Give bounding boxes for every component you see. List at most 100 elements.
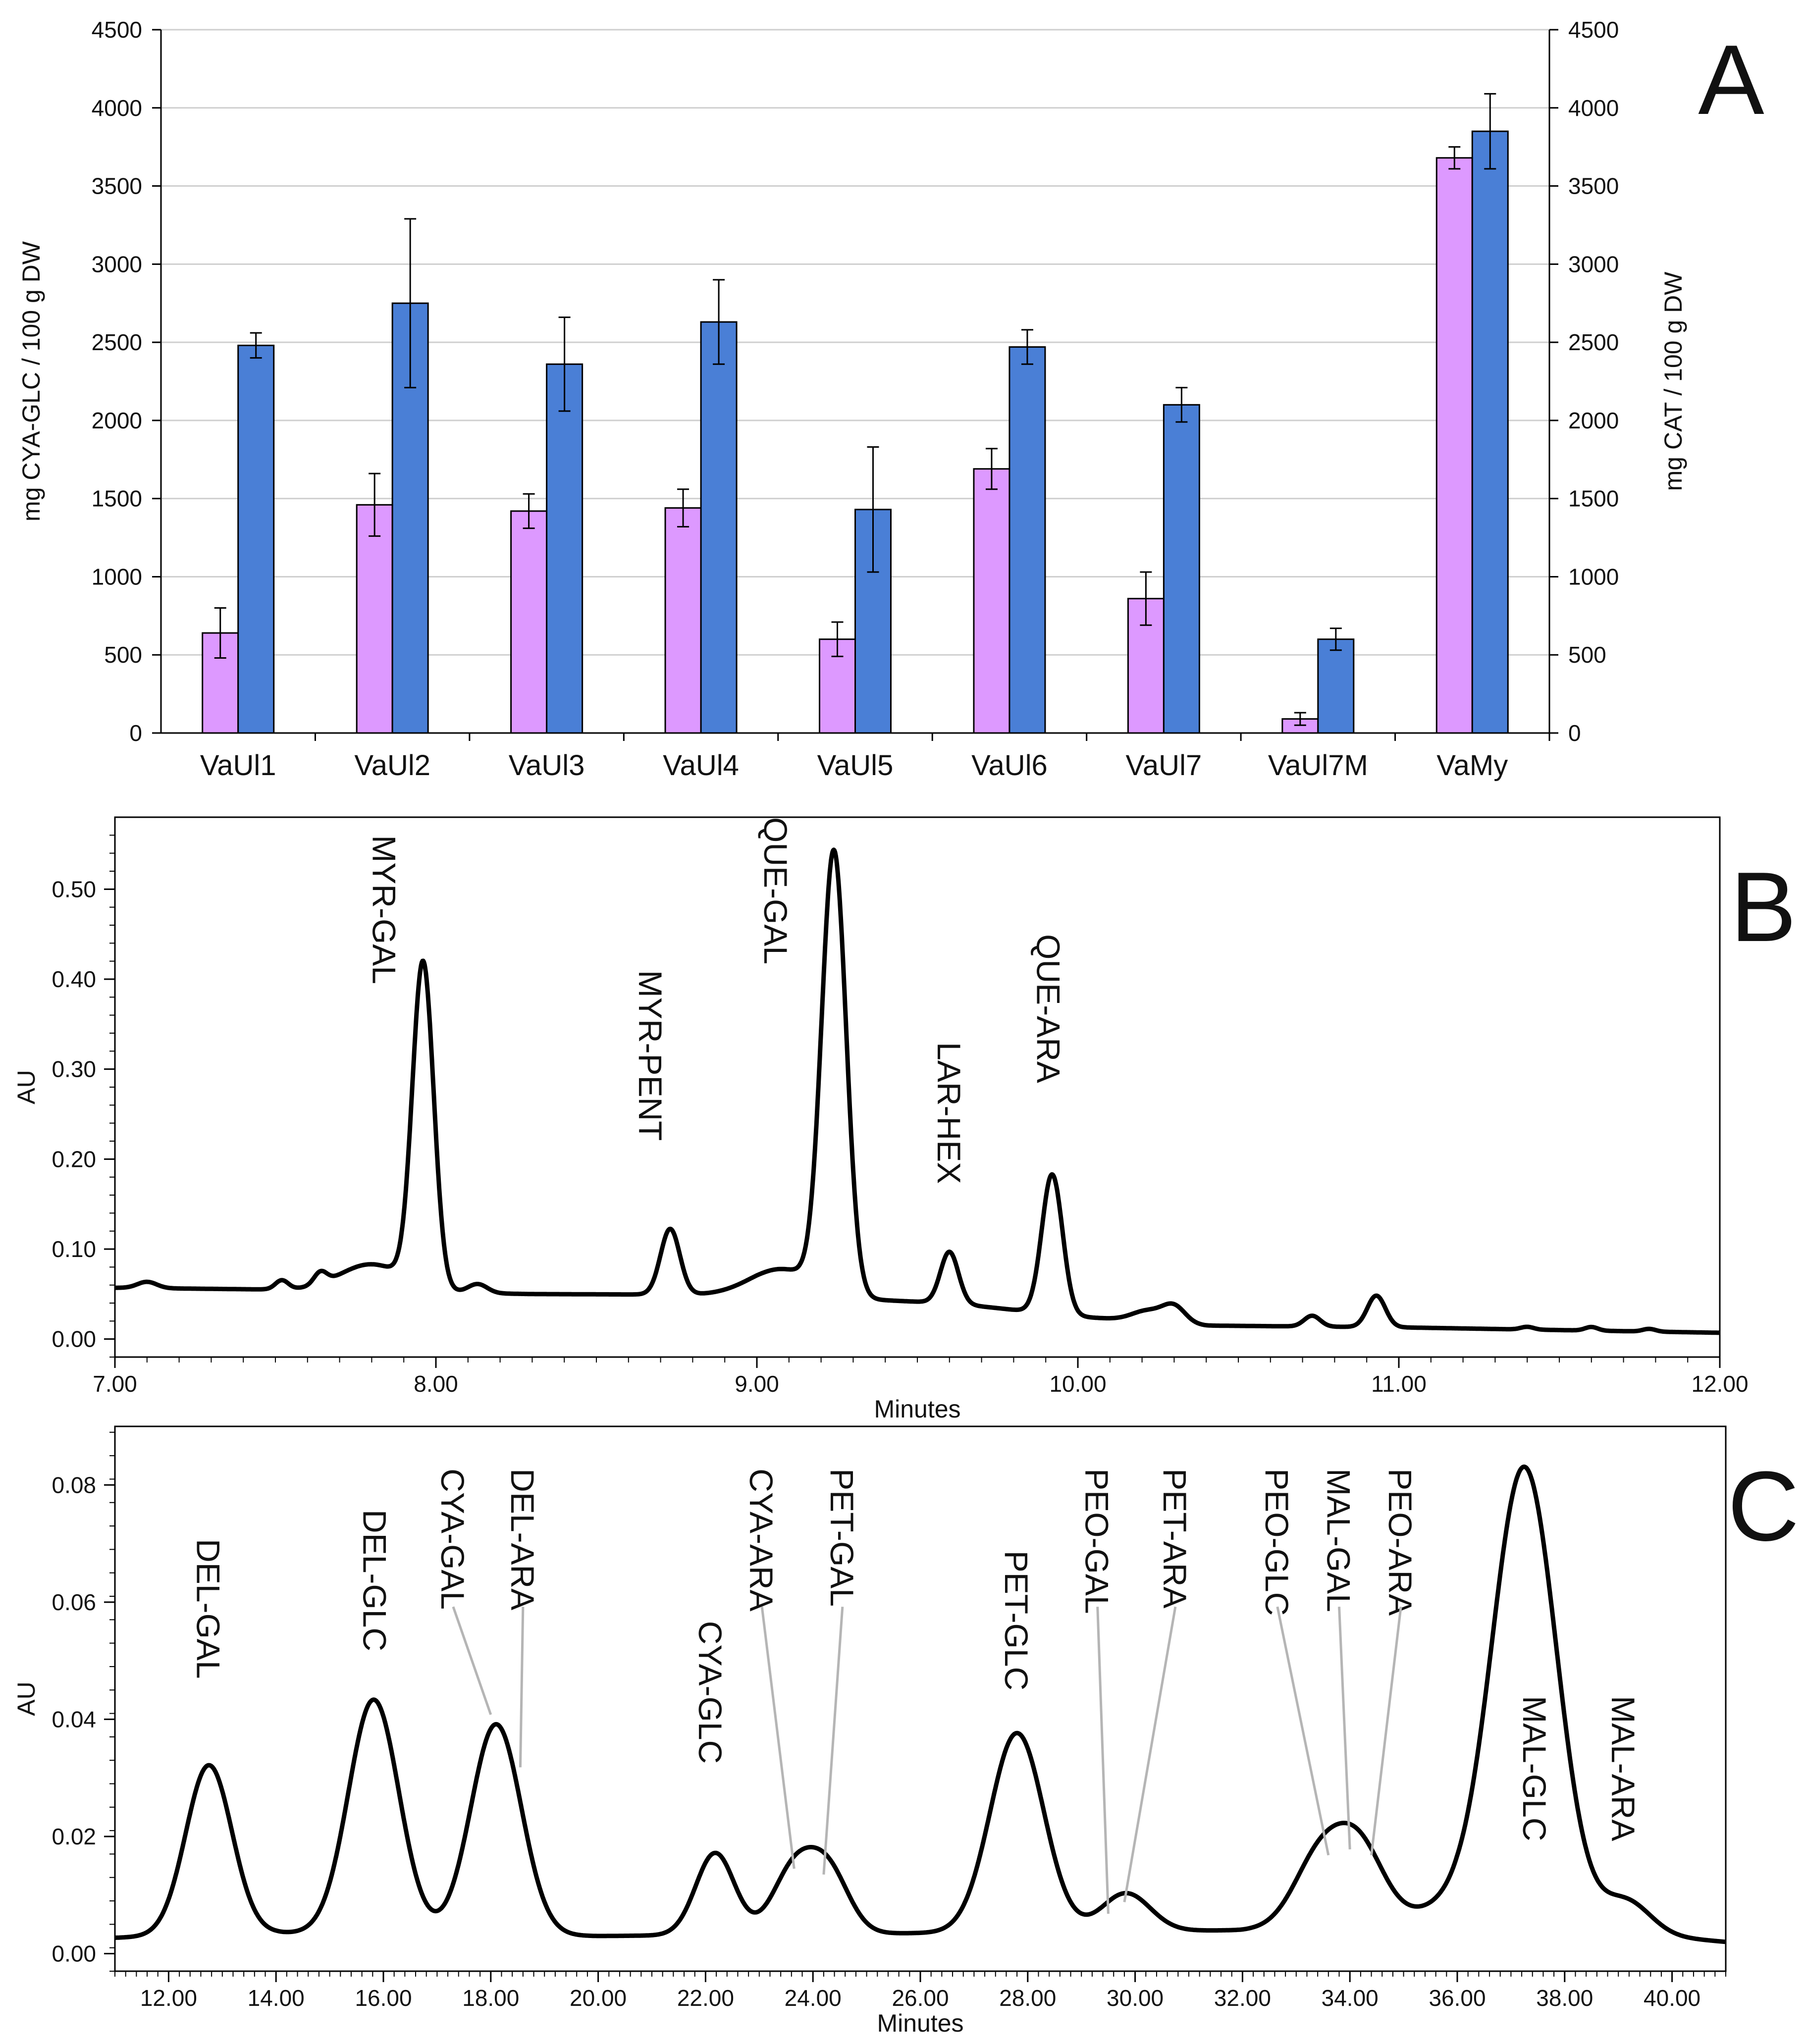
peak-label: DEL-GLC <box>357 1510 393 1651</box>
chromatogram-trace <box>113 1465 1728 1944</box>
y-tick-label: 500 <box>104 642 142 668</box>
x-tick-label: 38.00 <box>1536 1985 1593 2011</box>
x-category-label: VaUl3 <box>509 749 585 782</box>
peak-label: MAL-ARA <box>1605 1696 1642 1841</box>
y2-tick-label: 500 <box>1568 642 1606 668</box>
y-tick-label: 3000 <box>92 251 142 277</box>
peak-label: PET-GAL <box>824 1468 860 1607</box>
x-category-label: VaUl6 <box>971 749 1048 782</box>
peak-label: CYA-ARA <box>743 1468 780 1612</box>
x-tick-label: 30.00 <box>1107 1985 1164 2011</box>
bar-cya-glc <box>973 468 1010 734</box>
x-category-label: VaUl7M <box>1268 749 1368 782</box>
peak-label: MYR-PENT <box>632 970 669 1141</box>
y-tick-label: 2500 <box>92 329 142 355</box>
y2-tick-label: 0 <box>1568 720 1581 746</box>
x-tick-label: 32.00 <box>1214 1985 1271 2011</box>
y-tick-label: 1000 <box>92 564 142 589</box>
peak-label: PEO-GAL <box>1079 1468 1115 1614</box>
peak-label: PET-ARA <box>1157 1468 1193 1608</box>
bar-cat <box>700 321 738 734</box>
y-tick-label: 0.40 <box>52 966 96 992</box>
peak-leader-line <box>452 1606 492 1715</box>
plot-frame <box>114 816 1721 1358</box>
peak-label: CYA-GLC <box>692 1621 729 1764</box>
y-tick-label: 4500 <box>92 17 142 43</box>
peak-leader-line <box>760 1606 796 1869</box>
bar-cat <box>1471 130 1509 734</box>
x-tick-label: 22.00 <box>677 1985 734 2011</box>
y-tick-label: 4000 <box>92 95 142 121</box>
x-category-label: VaUl5 <box>817 749 894 782</box>
peak-leader-line <box>1123 1606 1177 1902</box>
peak-leader-line <box>1338 1607 1351 1850</box>
x-tick-label: 24.00 <box>785 1985 842 2011</box>
y-tick-label: 0.00 <box>52 1941 96 1967</box>
x-tick-label: 18.00 <box>462 1985 519 2011</box>
x-category-label: VaUl1 <box>200 749 276 782</box>
y-tick-label: 0.08 <box>52 1472 96 1498</box>
y2-tick-label: 4500 <box>1568 17 1619 43</box>
x-tick-label: 28.00 <box>999 1985 1056 2011</box>
bar-cat <box>1009 346 1046 734</box>
x-tick-label: 34.00 <box>1322 1985 1379 2011</box>
x-tick-label: 12.00 <box>140 1985 197 2011</box>
x-tick-label: 26.00 <box>892 1985 949 2011</box>
bar-cat <box>1317 638 1355 734</box>
bar-cya-glc <box>664 507 702 734</box>
x-tick-label: 20.00 <box>570 1985 627 2011</box>
x-category-label: VaMy <box>1436 749 1508 782</box>
y2-axis-label: mg CAT / 100 g DW <box>1659 271 1687 491</box>
panel-a-bar-chart: 0 0 500 500 1000 1000 1500 1500 2000 2000 2500 2500… <box>17 17 1687 782</box>
peak-leader-line <box>519 1607 525 1768</box>
x-tick-label: 11.00 <box>1371 1371 1427 1397</box>
y-tick-label: 1500 <box>92 486 142 512</box>
y-tick-label: 0.00 <box>52 1326 96 1352</box>
x-tick-label: 7.00 <box>93 1371 137 1397</box>
y-axis-label: mg CYA-GLC / 100 g DW <box>17 241 45 522</box>
x-tick-label: 16.00 <box>355 1985 412 2011</box>
x-tick-label: 14.00 <box>248 1985 305 2011</box>
x-category-label: VaUl4 <box>663 749 739 782</box>
peak-leader-line <box>1276 1606 1330 1856</box>
x-axis-label: Minutes <box>877 2009 963 2037</box>
peak-label: PEO-ARA <box>1382 1468 1419 1616</box>
y-tick-label: 0.20 <box>52 1146 96 1172</box>
y-tick-label: 0.04 <box>52 1706 96 1732</box>
panel-letter-c: C <box>1728 1451 1799 1562</box>
peak-label: MAL-GAL <box>1321 1468 1357 1612</box>
peak-label: DEL-GAL <box>190 1539 227 1678</box>
bar-cat <box>237 344 275 734</box>
x-category-label: VaUl2 <box>354 749 430 782</box>
panel-b-chromatogram: 0.00 0.10 0.20 0.30 0.40 0.50 7.00 8.00 9.00 10.0… <box>12 816 1749 1423</box>
x-tick-label: 36.00 <box>1429 1985 1486 2011</box>
y-tick-label: 0.02 <box>52 1824 96 1849</box>
panel-letter-b: B <box>1730 852 1796 962</box>
chromatogram-trace <box>113 847 1722 1335</box>
y-tick-label: 0.10 <box>52 1236 96 1262</box>
bar-cat <box>1163 404 1200 734</box>
y-tick-label: 0.50 <box>52 876 96 902</box>
x-tick-label: 40.00 <box>1644 1985 1700 2011</box>
y2-tick-label: 4000 <box>1568 95 1619 121</box>
peak-label: PEO-GLC <box>1259 1468 1295 1616</box>
y-tick-label: 2000 <box>92 408 142 433</box>
y-tick-label: 0.06 <box>52 1589 96 1615</box>
x-tick-label: 8.00 <box>414 1371 458 1397</box>
peak-label: CYA-GAL <box>434 1468 471 1610</box>
x-tick-label: 10.00 <box>1049 1371 1106 1397</box>
peak-leader-line <box>822 1606 844 1875</box>
peak-label: PET-GLC <box>998 1551 1035 1690</box>
x-tick-label: 9.00 <box>735 1371 779 1397</box>
bar-cya-glc <box>356 504 393 734</box>
y-tick-label: 0 <box>129 720 142 746</box>
x-tick-label: 12.00 <box>1691 1371 1748 1397</box>
y2-tick-label: 2000 <box>1568 408 1619 433</box>
y2-tick-label: 1000 <box>1568 564 1619 589</box>
peak-leader-line <box>1370 1606 1402 1856</box>
y-axis-label: AU <box>12 1681 40 1716</box>
y-axis-label: AU <box>12 1070 40 1104</box>
y2-tick-label: 3500 <box>1568 173 1619 199</box>
